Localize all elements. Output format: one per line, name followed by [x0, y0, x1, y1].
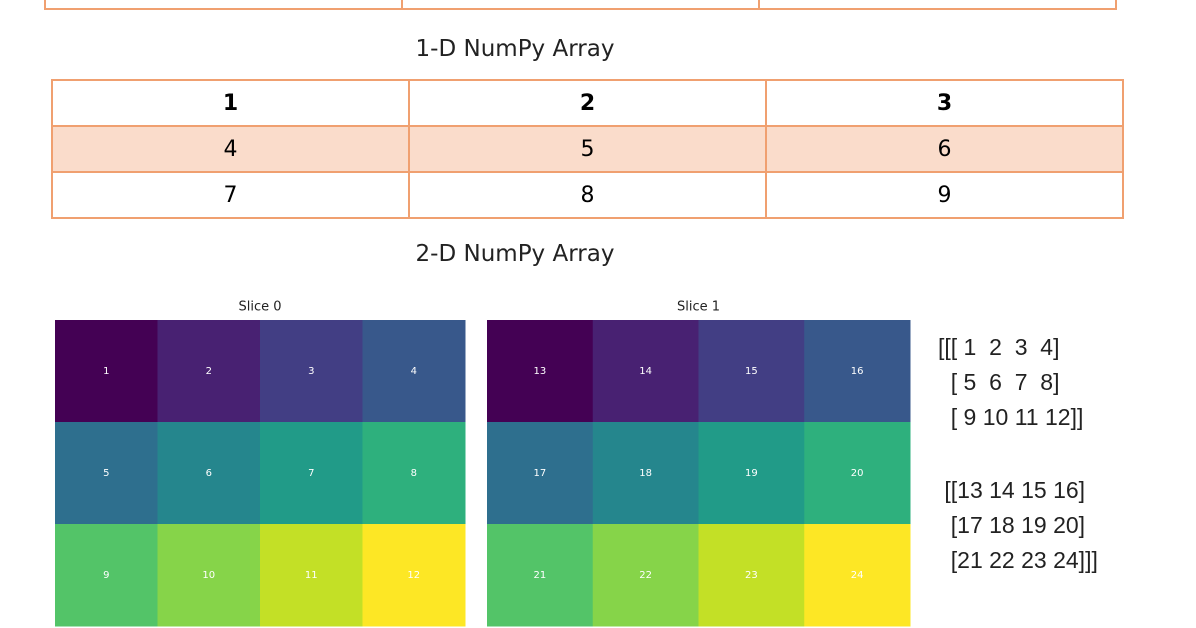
heatmap-cell — [55, 320, 158, 423]
array-line: [17 18 19 20] — [938, 512, 1086, 538]
table-cell: 1 — [51, 79, 410, 127]
cell-label: 18 — [639, 468, 652, 479]
cell-label: 2 — [206, 366, 212, 377]
table-cell: 8 — [408, 171, 767, 219]
table-cell: 9 — [765, 171, 1124, 219]
heatmap-cell — [804, 422, 911, 525]
heatmap-cell — [362, 524, 466, 627]
cell-label: 7 — [308, 468, 314, 479]
cell-label: 17 — [534, 468, 547, 479]
array-line: [ 5 6 7 8] — [938, 369, 1060, 395]
array-line: [21 22 23 24]]] — [938, 547, 1098, 573]
cell-label: 20 — [851, 468, 864, 479]
array-block: [[[ 1 2 3 4] [ 5 6 7 8] [ 9 10 11 12]] — [938, 330, 1098, 435]
array-line: [[[ 1 2 3 4] — [938, 334, 1060, 360]
array-line: [[13 14 15 16] — [938, 477, 1086, 503]
cell-label: 21 — [534, 570, 547, 581]
heatmap-cell — [260, 524, 363, 627]
cell-label: 13 — [534, 366, 547, 377]
cell-label: 3 — [308, 366, 314, 377]
heatmap-cell — [55, 524, 158, 627]
heatmap-cell — [592, 422, 699, 525]
cell-label: 15 — [745, 366, 758, 377]
heatmap-cell — [157, 422, 261, 525]
cell-label: 6 — [206, 468, 212, 479]
heatmap-cell — [55, 422, 158, 525]
heatmap-cell — [698, 320, 805, 423]
heatmap-cell — [487, 524, 594, 627]
cell-label: 10 — [202, 570, 215, 581]
heatmap-cell — [157, 524, 261, 627]
caption: 1-D NumPy Array — [415, 36, 615, 62]
caption: 2-D NumPy Array — [415, 241, 615, 267]
cell-label: 22 — [639, 570, 652, 581]
heatmap-cell — [804, 524, 911, 627]
cell-label: 8 — [411, 468, 417, 479]
heatmap-cell — [260, 422, 363, 525]
heatmap-cell — [698, 422, 805, 525]
heatmap-cell — [592, 524, 699, 627]
table-cell: 7 — [51, 171, 410, 219]
table-cell: 2 — [408, 79, 767, 127]
table-cell: 4 — [51, 125, 410, 173]
cell-label: 16 — [851, 366, 864, 377]
cell-label: 23 — [745, 570, 758, 581]
cell-label: 5 — [103, 468, 109, 479]
heatmap-cell — [487, 422, 594, 525]
heatmap-cell — [487, 320, 594, 423]
array-print: [[[ 1 2 3 4] [ 5 6 7 8] [ 9 10 11 12]] [… — [938, 330, 1098, 616]
heatmap-cell — [362, 320, 466, 423]
cell-label: 14 — [639, 366, 652, 377]
array-block: [[13 14 15 16] [17 18 19 20] [21 22 23 2… — [938, 473, 1098, 578]
array-line: [ 9 10 11 12]] — [938, 404, 1084, 430]
heatmap-cell — [592, 320, 699, 423]
slice-title: Slice 1 — [677, 300, 720, 315]
cell-label: 4 — [411, 366, 417, 377]
cell-label: 19 — [745, 468, 758, 479]
heatmap-cell — [157, 320, 261, 423]
cell-label: 9 — [103, 570, 109, 581]
heatmap-cell — [698, 524, 805, 627]
cell-label: 12 — [407, 570, 420, 581]
slice-title: Slice 0 — [238, 300, 281, 315]
table-cell: 3 — [765, 79, 1124, 127]
cell-label: 11 — [305, 570, 318, 581]
top-table-fragment — [44, 0, 1117, 10]
heatmap-cell — [260, 320, 363, 423]
table-cell: 6 — [765, 125, 1124, 173]
heatmap-cell — [804, 320, 911, 423]
cell-label: 24 — [851, 570, 864, 581]
cell-label: 1 — [103, 366, 109, 377]
heatmap-cell — [362, 422, 466, 525]
table-cell: 5 — [408, 125, 767, 173]
